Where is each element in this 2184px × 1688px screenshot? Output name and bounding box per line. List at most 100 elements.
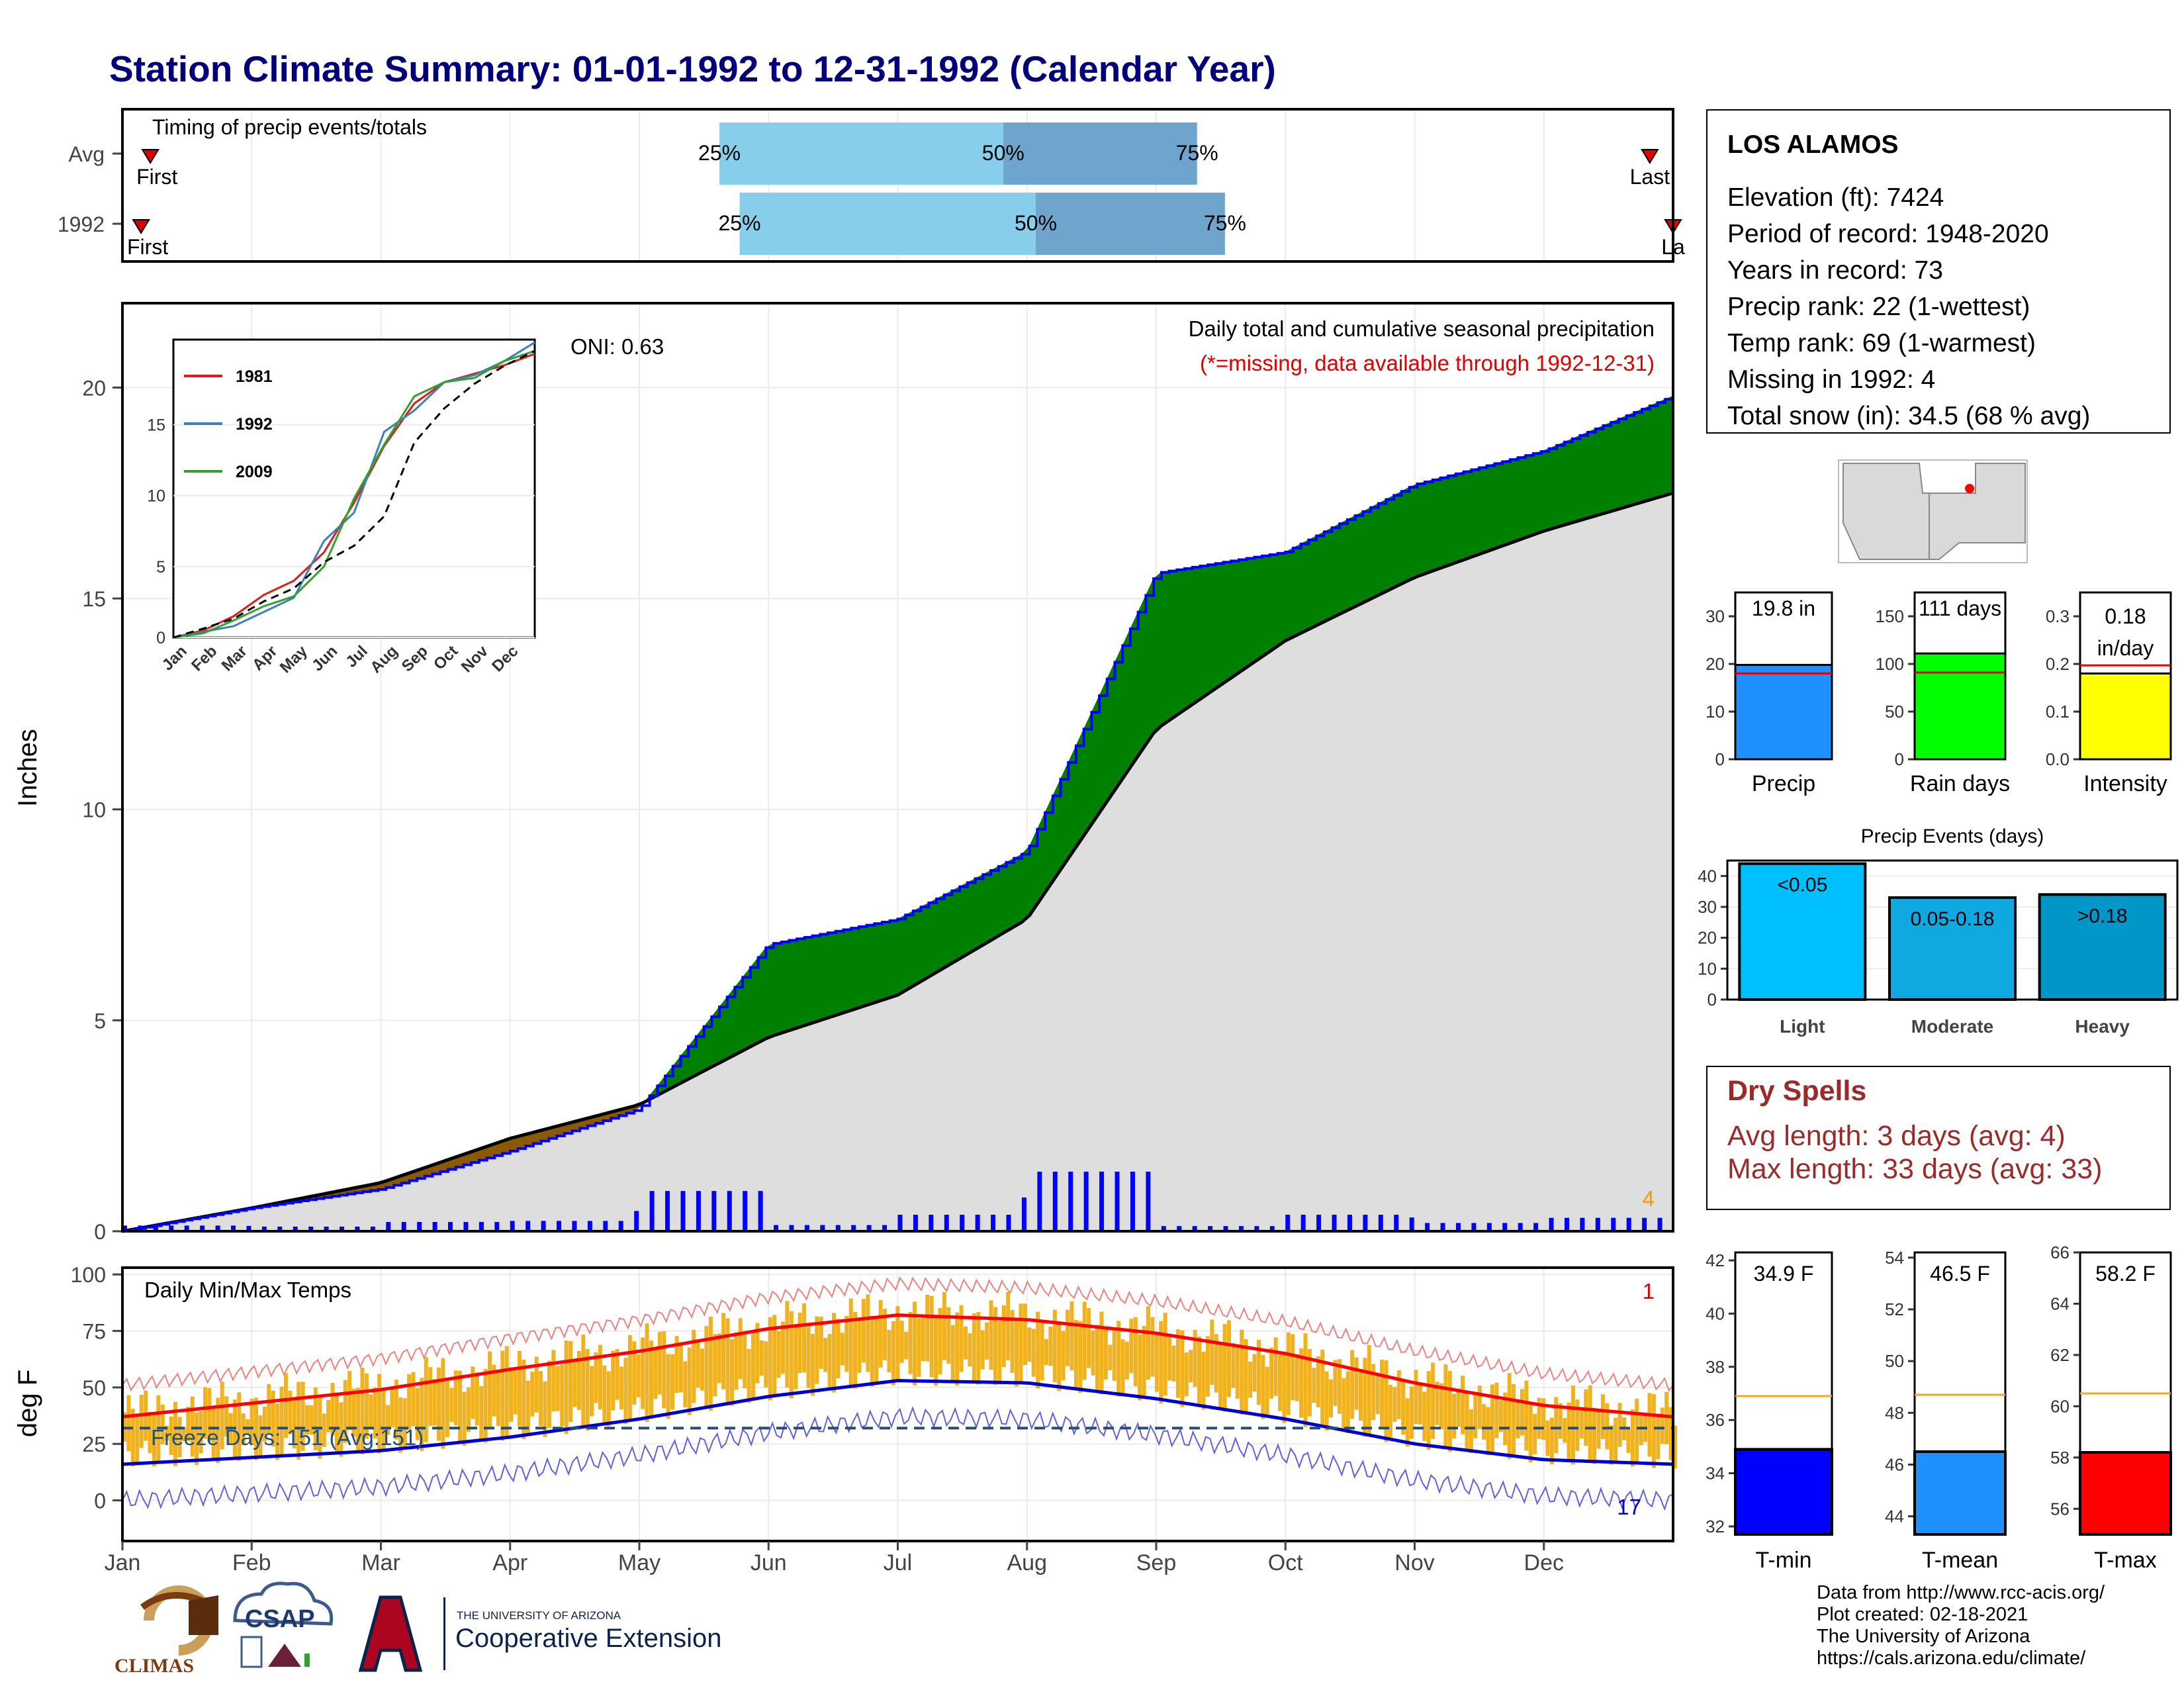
inset-legend-label: 2009 bbox=[236, 463, 273, 481]
daily-temp-bar bbox=[1316, 1356, 1320, 1407]
daily-temp-bar bbox=[1494, 1382, 1499, 1438]
daily-temp-bar bbox=[725, 1318, 730, 1405]
surplus-area bbox=[913, 906, 922, 987]
temp-bar-ytick-label: 58 bbox=[2050, 1448, 2070, 1468]
first-marker bbox=[141, 149, 159, 164]
surplus-area bbox=[1238, 557, 1248, 673]
precip-events-bar bbox=[1738, 862, 1867, 1001]
daily-temp-bar bbox=[1265, 1366, 1269, 1415]
ua-big-text: Cooperative Extension bbox=[455, 1624, 721, 1653]
mini-bar-value-unit: in/day bbox=[2097, 636, 2154, 660]
daily-temp-bar bbox=[1426, 1371, 1431, 1450]
daily-temp-bar bbox=[780, 1321, 785, 1374]
mini-bar-ytick-label: 0.3 bbox=[2046, 606, 2070, 626]
daily-temp-bar bbox=[997, 1321, 1002, 1383]
surplus-area bbox=[1339, 519, 1348, 615]
daily-precip-bar bbox=[1208, 1226, 1213, 1231]
daily-temp-bar bbox=[1375, 1375, 1380, 1415]
oni-label: ONI: 0.63 bbox=[570, 334, 664, 359]
daily-temp-bar bbox=[1630, 1409, 1635, 1467]
daily-precip-bar bbox=[138, 1225, 143, 1231]
daily-temp-bar bbox=[1422, 1391, 1427, 1441]
daily-temp-bar bbox=[1278, 1354, 1283, 1411]
daily-temp-bar bbox=[313, 1387, 318, 1450]
temp-panel: 0 25 50 75 100 Daily Min/Max Temps Freeze Days… bbox=[13, 1263, 1677, 1542]
daily-temp-bar bbox=[704, 1326, 709, 1407]
daily-temp-bar bbox=[993, 1307, 997, 1385]
daily-precip-bar bbox=[1300, 1215, 1306, 1231]
daily-precip-bar bbox=[774, 1225, 779, 1231]
daily-temp-bar bbox=[1617, 1403, 1622, 1447]
precip-ylabel: Inches bbox=[13, 729, 42, 807]
daily-temp-bar bbox=[169, 1417, 173, 1455]
mini-bar-label: Precip bbox=[1752, 771, 1815, 796]
surplus-area bbox=[1316, 531, 1325, 626]
mini-bar bbox=[1913, 652, 2007, 761]
surplus-area bbox=[936, 894, 945, 973]
daily-precip-bar bbox=[1161, 1226, 1166, 1231]
daily-temp-bar bbox=[602, 1365, 607, 1425]
daily-temp-bar bbox=[1350, 1350, 1355, 1419]
station-years: Years in record: 73 bbox=[1727, 256, 1943, 285]
chart-title: Station Climate Summary: 01-01-1992 to 1… bbox=[109, 48, 1276, 89]
surplus-area bbox=[1409, 483, 1418, 581]
daily-temp-bar bbox=[870, 1315, 874, 1387]
daily-precip-bar bbox=[557, 1221, 562, 1231]
daily-precip-bar bbox=[711, 1191, 717, 1231]
daily-temp-bar bbox=[1240, 1329, 1244, 1415]
mini-bar-ytick-label: 0.2 bbox=[2046, 654, 2070, 674]
mini-bar-ytick-label: 10 bbox=[1706, 702, 1725, 722]
month-label: Sep bbox=[1136, 1550, 1177, 1575]
daily-temp-bar bbox=[1015, 1320, 1019, 1387]
surplus-area bbox=[1293, 543, 1302, 637]
daily-precip-bar bbox=[960, 1215, 965, 1231]
daily-temp-bar bbox=[466, 1387, 471, 1432]
daily-temp-bar bbox=[1244, 1339, 1248, 1413]
daily-temp-bar bbox=[1214, 1334, 1218, 1393]
mini-bar-label: Intensity bbox=[2083, 771, 2167, 796]
daily-temp-bar bbox=[751, 1332, 756, 1401]
daily-temp-bar bbox=[1392, 1387, 1397, 1422]
daily-precip-bar bbox=[1486, 1223, 1492, 1231]
daily-temp-bar bbox=[1558, 1403, 1563, 1439]
surplus-area bbox=[1215, 561, 1224, 690]
daily-temp-bar bbox=[743, 1334, 747, 1389]
daily-temp-bar bbox=[1337, 1359, 1342, 1414]
daily-precip-bar bbox=[603, 1221, 608, 1231]
daily-temp-bar bbox=[253, 1397, 258, 1460]
daily-temp-bar bbox=[738, 1318, 743, 1380]
timing-bar-early bbox=[719, 122, 1003, 185]
daily-temp-bar bbox=[1384, 1360, 1388, 1442]
surplus-area bbox=[1440, 475, 1449, 569]
surplus-area bbox=[944, 890, 953, 968]
daily-precip-bar bbox=[1068, 1172, 1073, 1231]
daily-temp-bar bbox=[594, 1352, 598, 1403]
timing-pct-75: 75% bbox=[1176, 141, 1218, 165]
daily-temp-bar bbox=[1358, 1372, 1363, 1421]
surplus-area bbox=[1633, 408, 1643, 505]
temp-bar-ytick-label: 32 bbox=[1706, 1517, 1725, 1536]
daily-temp-bar bbox=[572, 1359, 577, 1407]
daily-temp-bar bbox=[1299, 1348, 1304, 1418]
daily-temp-bar bbox=[237, 1392, 242, 1461]
daily-temp-bar bbox=[1040, 1320, 1044, 1381]
temp-ytick-label: 50 bbox=[82, 1376, 106, 1400]
daily-temp-bar bbox=[1443, 1364, 1448, 1446]
daily-precip-bar bbox=[1006, 1215, 1011, 1231]
month-label: Jan bbox=[105, 1550, 141, 1575]
mini-bar-ytick-label: 100 bbox=[1876, 654, 1904, 674]
daily-temp-bar bbox=[1554, 1397, 1559, 1454]
daily-temp-bar bbox=[1269, 1347, 1274, 1399]
daily-temp-bar bbox=[615, 1348, 619, 1400]
daily-temp-bar bbox=[415, 1387, 420, 1440]
ua-small-text: THE UNIVERSITY OF ARIZONA bbox=[457, 1609, 621, 1622]
daily-temp-bar bbox=[1596, 1411, 1601, 1449]
daily-temp-bar bbox=[1405, 1398, 1410, 1447]
mini-bar-label: Rain days bbox=[1910, 771, 2010, 796]
station-missing: Missing in 1992: 4 bbox=[1727, 365, 1936, 394]
inset-legend-label: 1992 bbox=[236, 415, 273, 434]
daily-temp-bar bbox=[530, 1372, 535, 1417]
mini-bar bbox=[2079, 672, 2172, 761]
daily-precip-bar bbox=[897, 1215, 903, 1231]
